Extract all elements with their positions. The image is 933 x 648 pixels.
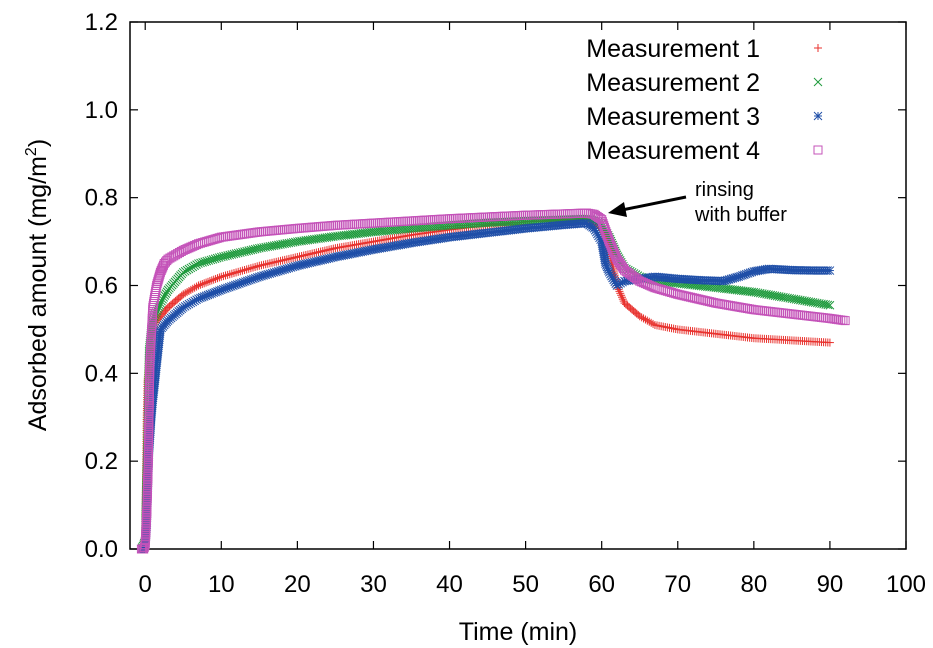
data-point: [209, 275, 218, 284]
legend-label: Measurement 3: [586, 103, 760, 131]
y-axis-ticks: 0.0 0.2 0.4 0.6 0.8 1.0 1.2: [85, 9, 906, 563]
x-axis-title: Time (min): [459, 618, 578, 646]
data-point: [251, 262, 260, 271]
data-point: [616, 289, 625, 298]
x-tick-label: 60: [588, 571, 615, 598]
data-point: [232, 268, 241, 277]
y-tick-label: 1.2: [85, 9, 118, 36]
series-1: [137, 214, 834, 553]
data-point: [813, 145, 823, 155]
x-tick-label: 90: [817, 571, 844, 598]
y-axis-title: Adsorbed amount (mg/m2): [23, 139, 52, 431]
data-point: [840, 316, 850, 326]
data-point: [236, 267, 245, 276]
data-point: [813, 111, 823, 121]
x-axis-ticks: 0 10 20 30 40 50 60 70 80 90 100: [139, 22, 926, 598]
annotation-arrow-shaft: [621, 195, 687, 212]
data-point: [223, 270, 232, 279]
x-tick-label: 50: [512, 571, 539, 598]
data-point: [814, 44, 822, 52]
data-point: [825, 266, 835, 275]
x-tick-label: 100: [886, 571, 926, 598]
data-point: [234, 267, 243, 276]
data-point: [238, 266, 247, 275]
data-point: [592, 211, 602, 221]
data-point: [200, 279, 209, 288]
legend-marker: [813, 145, 823, 155]
data-point: [225, 270, 234, 279]
data-point: [242, 265, 251, 274]
legend-label: Measurement 4: [586, 137, 760, 165]
data-point: [616, 260, 626, 270]
legend-marker: [813, 111, 823, 121]
annotation: rinsing with buffer: [608, 179, 787, 226]
data-point: [203, 277, 212, 286]
data-point: [219, 272, 228, 281]
data-point: [244, 264, 253, 273]
x-tick-label: 0: [139, 571, 152, 598]
series-3: [137, 218, 835, 554]
legend-marker: [813, 77, 823, 87]
data-point: [825, 300, 835, 310]
legend-marker: [814, 44, 822, 52]
data-point: [248, 263, 257, 272]
data-point: [202, 278, 211, 287]
data-point: [158, 260, 168, 270]
data-point: [207, 276, 216, 285]
y-axis-title-superscript: 2: [23, 147, 40, 156]
data-point: [617, 291, 626, 300]
y-axis-title-close: ): [24, 139, 52, 147]
x-tick-label: 20: [284, 571, 311, 598]
data-point: [618, 295, 627, 304]
y-tick-label: 1.0: [85, 97, 118, 124]
data-point: [196, 280, 205, 289]
data-point: [229, 269, 238, 278]
y-axis-title-main: Adsorbed amount (mg/m: [24, 156, 52, 431]
annotation-line-1: rinsing: [695, 179, 754, 201]
y-tick-label: 0.0: [85, 536, 118, 563]
data-point: [139, 543, 149, 553]
x-tick-label: 70: [664, 571, 691, 598]
x-tick-label: 10: [208, 571, 235, 598]
data-point: [198, 280, 207, 289]
data-point: [215, 273, 224, 282]
data-point: [211, 274, 220, 283]
data-point: [227, 269, 236, 278]
y-tick-label: 0.8: [85, 185, 118, 212]
legend-label: Measurement 1: [586, 35, 760, 63]
y-tick-label: 0.6: [85, 273, 118, 300]
data-point: [825, 338, 834, 347]
series-4: [136, 208, 850, 554]
x-tick-label: 30: [360, 571, 387, 598]
series-2: [137, 214, 835, 554]
data-point: [217, 272, 226, 281]
data-point: [213, 274, 222, 283]
data-point: [205, 277, 214, 286]
y-tick-label: 0.4: [85, 360, 118, 387]
legend-label: Measurement 2: [586, 69, 760, 97]
data-point: [240, 266, 249, 275]
data-point: [253, 262, 262, 271]
y-tick-label: 0.2: [85, 448, 118, 475]
data-point: [823, 300, 833, 310]
legend: Measurement 1 Measurement 2 Measurement 3 M…: [586, 35, 823, 165]
data-point: [246, 264, 255, 273]
x-tick-label: 80: [740, 571, 767, 598]
data-point: [192, 282, 201, 291]
annotation-line-2: with buffer: [694, 204, 787, 226]
data-point: [221, 271, 230, 280]
annotation-arrow-head: [608, 202, 627, 217]
series-layer: [136, 208, 850, 554]
data-point: [813, 77, 823, 87]
x-tick-label: 40: [436, 571, 463, 598]
data-point: [617, 293, 626, 302]
data-point: [649, 319, 658, 328]
data-point: [194, 281, 203, 290]
